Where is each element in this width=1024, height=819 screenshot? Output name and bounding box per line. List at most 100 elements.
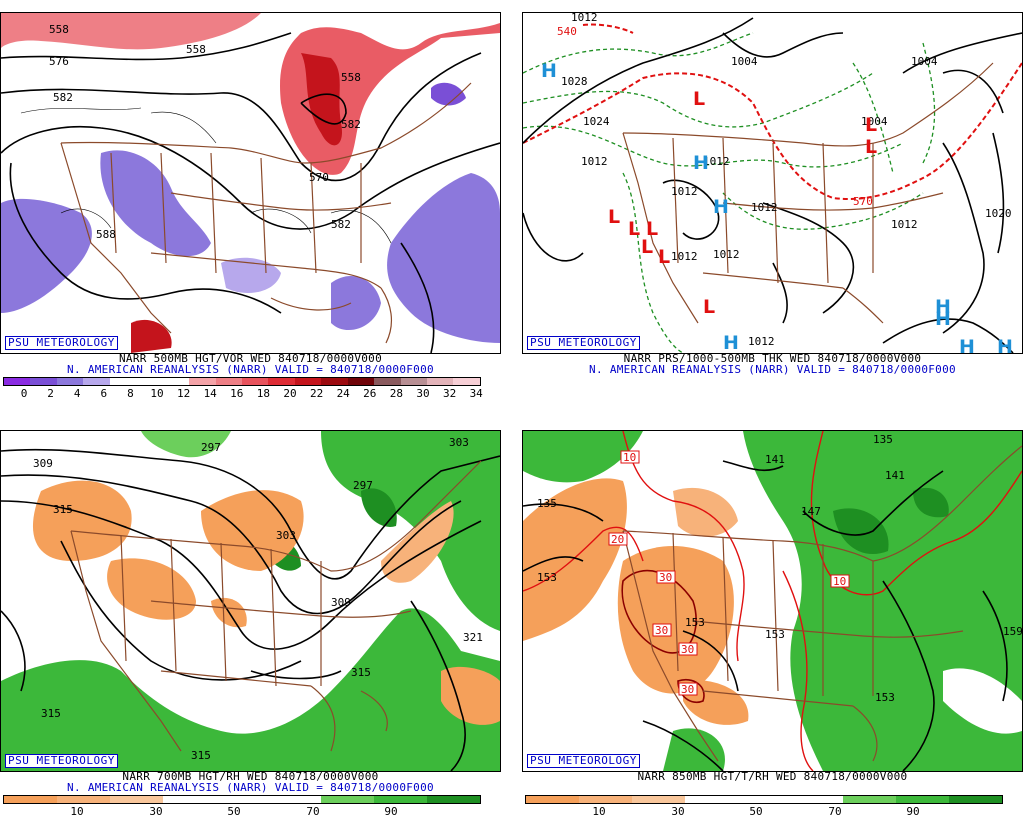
- moist-area: [833, 508, 889, 555]
- temperature-contours: [523, 431, 1022, 771]
- colorbar-tick-label: 24: [336, 387, 350, 400]
- temperature-label-box: [678, 642, 698, 656]
- panel-700mb-rh: 309 315 297 303 309 315 297 303 321 315 …: [0, 418, 501, 818]
- temperature-label: 30: [655, 624, 668, 637]
- panel-pressure-thickness: 1028 1004 1004 1024 1012 1012 1012 1012 …: [522, 0, 1023, 400]
- contour-label: 582: [53, 91, 73, 104]
- colorbar-tick-label: 22: [309, 387, 324, 400]
- contour-label: 1012: [891, 218, 918, 231]
- colorbar-swatch: [294, 378, 322, 385]
- colorbar-tick-label: 4: [73, 387, 81, 400]
- contour-label: 1024: [583, 115, 610, 128]
- contour-label: 1020: [985, 207, 1012, 220]
- colorbar-swatch: [83, 378, 110, 385]
- colorbar: [3, 795, 481, 804]
- dry-gap: [943, 668, 1022, 734]
- contour-label: 1012: [671, 250, 698, 263]
- psu-meteorology-label: PSU METEOROLOGY: [527, 336, 640, 350]
- colorbar-swatch: [427, 796, 481, 803]
- colorbar-swatch: [136, 378, 163, 385]
- low-pressure-marker: L: [865, 114, 877, 136]
- colorbar-ticks: 10 30 50 70 90: [525, 806, 1003, 818]
- contour-label: 309: [33, 457, 53, 470]
- colorbar-swatch: [189, 378, 216, 385]
- dry-area: [32, 480, 132, 561]
- moist-area: [361, 488, 397, 527]
- temperature-label: 20: [611, 533, 624, 546]
- panel-title-line1: NARR 850MB HGT/T/RH WED 840718/0000V000: [637, 770, 908, 783]
- colorbar-tick-label: 30: [671, 805, 685, 818]
- temperature-label: 10: [623, 451, 636, 464]
- contour-label: 1012: [748, 335, 775, 348]
- colorbar-tick-label: 16: [230, 387, 244, 400]
- contour-label: 315: [351, 666, 371, 679]
- colorbar-swatch: [374, 378, 401, 385]
- dry-area: [683, 680, 749, 725]
- vorticity-contours: [20, 107, 392, 244]
- colorbar-swatch: [4, 796, 57, 803]
- panel-title-line1: NARR PRS/1000-500MB THK WED 840718/0000V…: [623, 352, 922, 365]
- moist-area: [321, 431, 500, 631]
- panel-850mb-rh: 135 141 135 147 153 141 153 153 159 153 …: [522, 418, 1023, 818]
- political-borders: [622, 62, 994, 324]
- colorbar: [3, 377, 481, 386]
- colorbar-tick-label: 18: [256, 387, 271, 400]
- high-pressure-marker: H: [713, 196, 729, 218]
- low-pressure-marker: L: [865, 136, 877, 158]
- colorbar-swatch: [56, 796, 110, 803]
- map-canvas: 135 141 135 147 153 141 153 153 159 153 …: [523, 431, 1022, 771]
- contour-label: 159: [1003, 625, 1022, 638]
- panel-title-line2: N. AMERICAN REANALYSIS (NARR) VALID = 84…: [67, 781, 434, 794]
- colorbar-swatch: [215, 378, 242, 385]
- temperature-label-box: [652, 623, 672, 637]
- thickness-label: 540: [557, 25, 577, 38]
- colorbar-swatch: [453, 378, 480, 385]
- contour-label: 141: [765, 453, 785, 466]
- psu-meteorology-label: PSU METEOROLOGY: [5, 754, 118, 768]
- temperature-label-box: [608, 532, 628, 546]
- moist-area: [663, 728, 725, 771]
- negative-vorticity-area: [100, 150, 211, 257]
- colorbar-swatch: [4, 378, 31, 385]
- contour-label: 588: [96, 228, 116, 241]
- colorbar-tick-label: 10: [70, 805, 84, 818]
- political-borders: [60, 82, 472, 344]
- colorbar-swatch: [215, 796, 269, 803]
- map-pressure-thickness: 1028 1004 1004 1024 1012 1012 1012 1012 …: [522, 12, 1023, 354]
- negative-vorticity-area: [431, 82, 466, 106]
- high-pressure-marker: H: [959, 336, 975, 353]
- high-pressure-marker: H: [935, 296, 951, 318]
- temperature-label-box: [620, 450, 640, 464]
- colorbar-tick-label: 6: [100, 387, 108, 400]
- colorbar-swatch: [526, 796, 579, 803]
- colorbar-tick-label: 32: [442, 387, 457, 400]
- colorbar-swatch: [843, 796, 897, 803]
- colorbar-swatch: [321, 378, 348, 385]
- map-850mb-rh: 135 141 135 147 153 141 153 153 159 153 …: [522, 430, 1023, 772]
- panel-title-line2: N. AMERICAN REANALYSIS (NARR) VALID = 84…: [67, 363, 434, 376]
- contour-label: 315: [53, 503, 73, 516]
- map-700mb-rh: 309 315 297 303 309 315 297 303 321 315 …: [0, 430, 501, 772]
- height-contours: [1, 32, 500, 353]
- thickness-570-line: [523, 23, 1022, 200]
- political-borders: [622, 445, 1022, 762]
- colorbar-swatch: [896, 796, 950, 803]
- contour-label: 303: [276, 529, 296, 542]
- colorbar-tick-label: 28: [389, 387, 404, 400]
- colorbar-tick-label: 50: [749, 805, 763, 818]
- contour-label: 141: [885, 469, 905, 482]
- thickness-contours: [523, 32, 936, 353]
- height-contours: [523, 460, 1008, 771]
- panel-title-line1: NARR 500MB HGT/VOR WED 840718/0000V000: [118, 352, 383, 365]
- contour-label: 1012: [703, 155, 730, 168]
- colorbar-swatch: [109, 796, 163, 803]
- colorbar-tick-label: 10: [150, 387, 164, 400]
- moist-area: [1, 608, 500, 771]
- colorbar-tick-label: 70: [828, 805, 842, 818]
- map-canvas: 1028 1004 1004 1024 1012 1012 1012 1012 …: [523, 13, 1022, 353]
- temperature-label-box: [678, 682, 698, 696]
- temperature-label: 30: [681, 643, 694, 656]
- map-500mb-vorticity: 558 576 582 558 570 582 588 558 582 PSU …: [0, 12, 501, 354]
- contour-labels: 558 576 582 558 570 582 588 558 582: [49, 23, 361, 241]
